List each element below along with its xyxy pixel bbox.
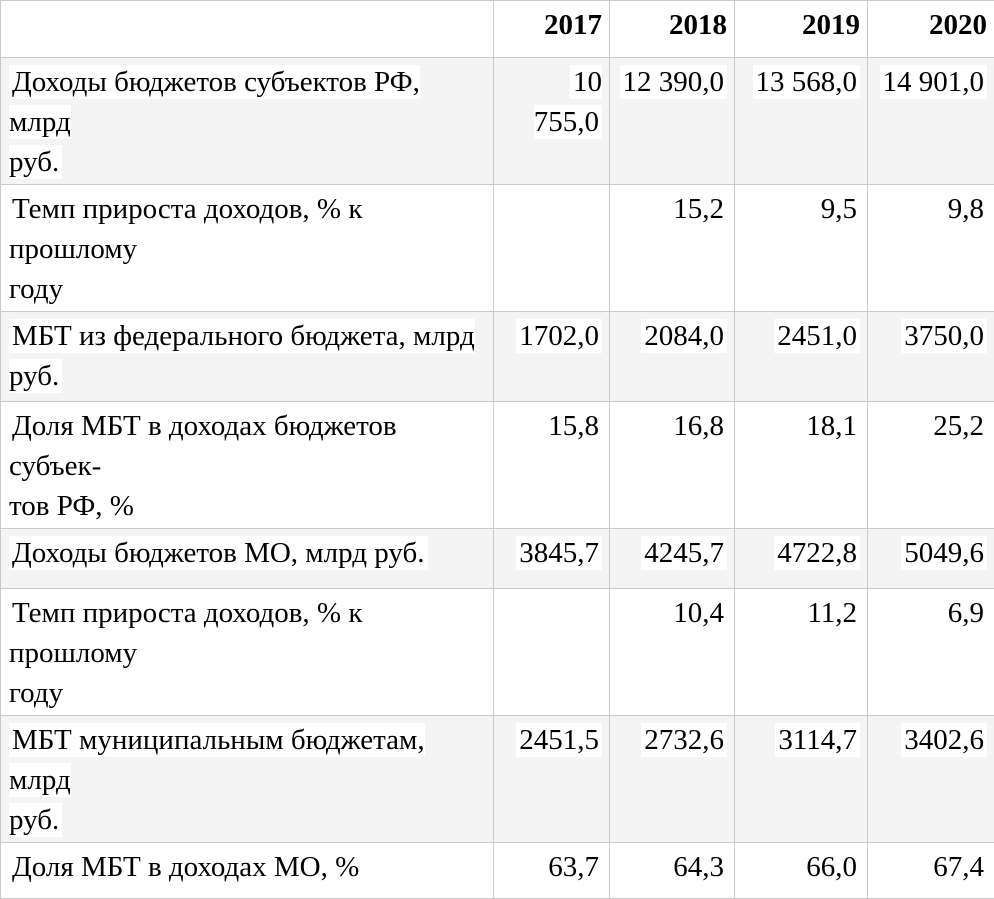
value-cell: 15,8	[494, 402, 610, 529]
header-cell-2020: 2020	[868, 1, 994, 58]
cell-value: 3402,6	[901, 723, 987, 757]
value-cell: 4722,8	[735, 529, 868, 589]
row-label: МБТ из федерального бюджета, млрд руб.	[9, 319, 475, 393]
row-label-cell: МБТ муниципальным бюджетам, млрд руб.	[1, 716, 494, 843]
header-text: 2019	[802, 9, 860, 41]
row-label-cell: МБТ из федерального бюджета, млрд руб.	[1, 312, 494, 402]
value-cell: 3114,7	[735, 716, 868, 843]
header-text: 2020	[929, 9, 987, 41]
value-cell: 3750,0	[868, 312, 994, 402]
cell-value: 63,7	[545, 850, 602, 884]
table-row: Доходы бюджетов МО, млрд руб. 3845,7 424…	[1, 529, 994, 589]
cell-value: 64,3	[670, 850, 727, 884]
value-cell: 18,1	[735, 402, 868, 529]
cell-value: 2084,0	[641, 319, 727, 353]
value-cell	[494, 185, 610, 312]
cell-value	[596, 596, 602, 630]
value-cell: 15,2	[610, 185, 735, 312]
cell-value: 2732,6	[641, 723, 727, 757]
cell-value: 2451,5	[516, 723, 602, 757]
value-cell: 12 390,0	[610, 58, 735, 185]
value-cell: 67,4	[868, 843, 994, 899]
value-cell: 66,0	[735, 843, 868, 899]
row-label-cell: Доходы бюджетов МО, млрд руб.	[1, 529, 494, 589]
cell-value: 5049,6	[901, 536, 987, 570]
value-cell: 10 755,0	[494, 58, 610, 185]
value-cell: 64,3	[610, 843, 735, 899]
cell-value: 15,8	[545, 409, 602, 443]
table-row: Доходы бюджетов субъектов РФ, млрд руб. …	[1, 58, 994, 185]
row-label: Темп прироста доходов, % к прошлому году	[9, 192, 362, 306]
cell-value: 6,9	[945, 596, 987, 630]
value-cell: 4245,7	[610, 529, 735, 589]
cell-value: 9,5	[818, 192, 860, 226]
row-label-cell: Доходы бюджетов субъектов РФ, млрд руб.	[1, 58, 494, 185]
value-cell: 9,8	[868, 185, 994, 312]
cell-value: 67,4	[930, 850, 987, 884]
row-label: МБТ муниципальным бюджетам, млрд руб.	[9, 723, 425, 837]
cell-value: 15,2	[670, 192, 727, 226]
value-cell: 2451,5	[494, 716, 610, 843]
cell-value	[596, 192, 602, 226]
row-label: Доля МБТ в доходах МО, %	[9, 850, 362, 884]
cell-value: 16,8	[670, 409, 727, 443]
row-label-cell: Доля МБТ в доходах бюджетов субъек- тов …	[1, 402, 494, 529]
value-cell	[494, 589, 610, 716]
value-cell: 2451,0	[735, 312, 868, 402]
row-label-cell: Темп прироста доходов, % к прошлому году	[1, 589, 494, 716]
row-label: Доходы бюджетов субъектов РФ, млрд руб.	[9, 65, 420, 179]
value-cell: 13 568,0	[735, 58, 868, 185]
table-header-row: 2017 2018 2019 2020	[1, 1, 994, 58]
value-cell: 14 901,0	[868, 58, 994, 185]
value-cell: 3845,7	[494, 529, 610, 589]
cell-value: 9,8	[945, 192, 987, 226]
value-cell: 10,4	[610, 589, 735, 716]
cell-value: 66,0	[803, 850, 860, 884]
cell-value: 11,2	[804, 596, 860, 630]
header-cell-2017: 2017	[494, 1, 610, 58]
value-cell: 2732,6	[610, 716, 735, 843]
cell-value: 3750,0	[901, 319, 987, 353]
value-cell: 63,7	[494, 843, 610, 899]
value-cell: 3402,6	[868, 716, 994, 843]
cell-value: 1702,0	[516, 319, 602, 353]
cell-value: 13 568,0	[753, 65, 861, 99]
cell-value: 10,4	[670, 596, 727, 630]
cell-value: 14 901,0	[880, 65, 988, 99]
cell-value: 3114,7	[775, 723, 860, 757]
row-label: Темп прироста доходов, % к прошлому году	[9, 596, 362, 710]
value-cell: 2084,0	[610, 312, 735, 402]
row-label-cell: Темп прироста доходов, % к прошлому году	[1, 185, 494, 312]
cell-value: 25,2	[930, 409, 987, 443]
value-cell: 16,8	[610, 402, 735, 529]
value-cell: 1702,0	[494, 312, 610, 402]
value-cell: 5049,6	[868, 529, 994, 589]
table-row: Доля МБТ в доходах МО, % 63,7 64,3 66,0 …	[1, 843, 994, 899]
table-row: МБТ из федерального бюджета, млрд руб. 1…	[1, 312, 994, 402]
value-cell: 9,5	[735, 185, 868, 312]
table-row: Темп прироста доходов, % к прошлому году…	[1, 185, 994, 312]
table-row: Доля МБТ в доходах бюджетов субъек- тов …	[1, 402, 994, 529]
cell-value: 4245,7	[641, 536, 727, 570]
value-cell: 11,2	[735, 589, 868, 716]
value-cell: 6,9	[868, 589, 994, 716]
cell-value: 10 755,0	[534, 65, 602, 139]
header-cell-2019: 2019	[735, 1, 868, 58]
cell-value: 18,1	[803, 409, 860, 443]
value-cell: 25,2	[868, 402, 994, 529]
cell-value: 3845,7	[516, 536, 602, 570]
table-row: МБТ муниципальным бюджетам, млрд руб. 24…	[1, 716, 994, 843]
row-label: Доля МБТ в доходах бюджетов субъек- тов …	[9, 409, 397, 523]
header-text: 2018	[669, 9, 727, 41]
row-label: Доходы бюджетов МО, млрд руб.	[9, 536, 428, 570]
table-row: Темп прироста доходов, % к прошлому году…	[1, 589, 994, 716]
header-cell-empty	[1, 1, 494, 58]
cell-value: 12 390,0	[620, 65, 728, 99]
cell-value: 4722,8	[774, 536, 860, 570]
header-text: 2017	[544, 9, 602, 41]
row-label-cell: Доля МБТ в доходах МО, %	[1, 843, 494, 899]
cell-value: 2451,0	[774, 319, 860, 353]
header-cell-2018: 2018	[610, 1, 735, 58]
